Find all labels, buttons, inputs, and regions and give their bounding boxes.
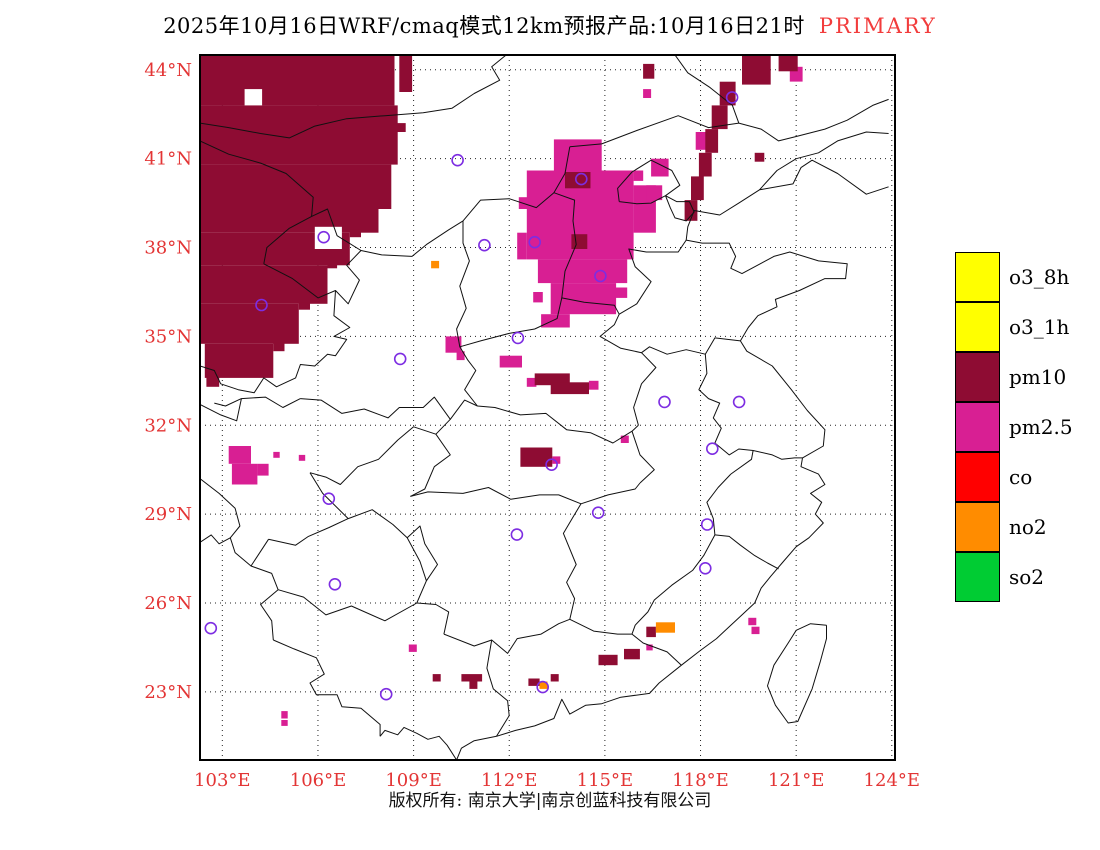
lon-tick-label: 112°E (481, 770, 538, 791)
station-marker (528, 235, 542, 249)
pollution-patches (200, 55, 803, 726)
station-markers (204, 91, 746, 701)
station-marker (328, 577, 342, 591)
legend-item: o3_1h (955, 301, 1073, 352)
legend-label: pm2.5 (1009, 415, 1073, 439)
pollutant-legend: o3_8h o3_1h pm10 pm2.5 co no2 so2 (955, 252, 1073, 602)
legend-item: no2 (955, 501, 1073, 552)
lat-tick-label: 32°N (144, 415, 192, 436)
legend-swatch-o3-1h (955, 301, 1000, 352)
station-marker (705, 442, 719, 456)
station-marker (574, 172, 588, 186)
primary-pollutant-badge: PRIMARY (818, 14, 937, 38)
lon-tick-label: 115°E (577, 770, 634, 791)
station-marker (255, 298, 268, 312)
lon-tick-label: 121°E (768, 770, 825, 791)
lat-tick-label: 41°N (144, 149, 192, 170)
legend-swatch-pm2-5 (955, 401, 1000, 452)
station-marker (317, 230, 331, 244)
legend-item: pm2.5 (955, 401, 1073, 452)
station-marker (379, 687, 393, 701)
lon-tick-label: 124°E (864, 770, 921, 791)
legend-item: o3_8h (955, 252, 1073, 302)
legend-label: pm10 (1009, 365, 1067, 389)
lon-tick-label: 118°E (672, 770, 729, 791)
lat-tick-label: 35°N (144, 326, 192, 347)
lat-tick-label: 38°N (144, 238, 192, 259)
lat-tick-label: 44°N (144, 60, 192, 81)
station-marker (536, 680, 550, 694)
station-marker (204, 621, 218, 635)
station-marker (545, 458, 558, 472)
station-marker (451, 153, 464, 167)
legend-label: no2 (1009, 515, 1047, 539)
title-bar: 2025年10月16日WRF/cmaq模式12km预报产品:10月16日21时 P… (0, 10, 1100, 40)
station-marker (698, 561, 712, 575)
legend-label: co (1009, 465, 1033, 489)
map-frame (199, 54, 896, 761)
lon-tick-label: 106°E (290, 770, 347, 791)
station-marker (732, 395, 746, 409)
station-marker (511, 331, 525, 345)
station-marker (322, 492, 336, 506)
station-marker (591, 506, 605, 520)
station-marker (700, 518, 714, 531)
lat-tick-label: 26°N (144, 593, 192, 614)
legend-item: co (955, 451, 1073, 502)
lat-axis-labels: 23°N 26°N 29°N 32°N 35°N 38°N 41°N 44°N (144, 60, 192, 703)
station-marker (725, 91, 739, 104)
station-marker (594, 269, 607, 283)
province-boundaries (200, 55, 889, 760)
legend-item: so2 (955, 551, 1073, 602)
legend-swatch-pm10 (955, 351, 1000, 402)
forecast-map: 103°E 106°E 109°E 112°E 115°E 118°E 121°E 124°E… (144, 54, 920, 791)
station-marker (510, 528, 524, 541)
station-marker (478, 238, 491, 252)
legend-label: o3_8h (1009, 265, 1070, 289)
station-marker (658, 395, 671, 409)
lat-tick-label: 23°N (144, 682, 192, 703)
copyright-text: 版权所有: 南京大学|南京创蓝科技有限公司 (388, 791, 712, 811)
legend-item: pm10 (955, 351, 1073, 402)
legend-swatch-co (955, 451, 1000, 502)
legend-swatch-so2 (955, 551, 1000, 602)
legend-swatch-no2 (955, 501, 1000, 552)
page-title: 2025年10月16日WRF/cmaq模式12km预报产品:10月16日21时 (163, 14, 805, 38)
legend-label: so2 (1009, 565, 1045, 589)
legend-label: o3_1h (1009, 315, 1070, 339)
lat-tick-label: 29°N (144, 504, 192, 525)
lon-tick-label: 109°E (385, 770, 442, 791)
station-marker (393, 352, 407, 366)
legend-swatch-o3-8h (955, 252, 1000, 302)
lon-tick-label: 103°E (194, 770, 251, 791)
lon-axis-labels: 103°E 106°E 109°E 112°E 115°E 118°E 121°E 124°E (194, 770, 920, 791)
